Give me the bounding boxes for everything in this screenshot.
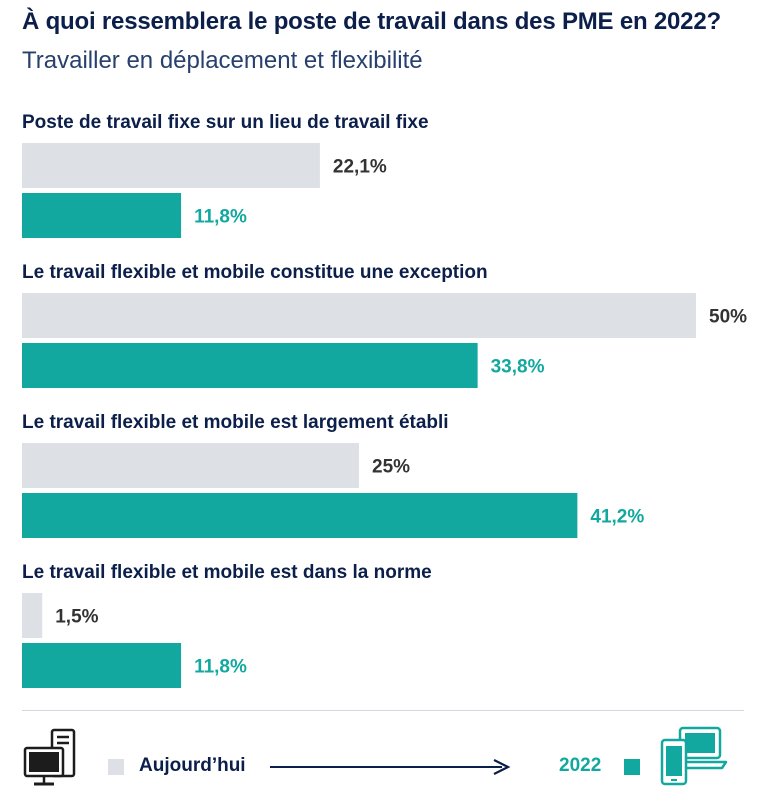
category-label: Le travail flexible et mobile est dans l… (22, 562, 432, 583)
legend-today-label: Aujourd’hui (139, 755, 246, 776)
bar-2022 (22, 643, 182, 688)
legend-today-swatch (108, 759, 124, 775)
bar-today (22, 443, 359, 488)
bar-today (22, 143, 320, 188)
data-label: 22,1% (333, 157, 387, 178)
legend-2022-swatch (624, 759, 640, 775)
arrow-right-icon (270, 759, 511, 775)
data-label: 41,2% (590, 507, 644, 528)
bar-today (22, 293, 696, 338)
data-label: 25% (372, 457, 410, 478)
laptop-phone-icon (660, 726, 728, 786)
bar-today (22, 593, 43, 638)
data-label: 50% (709, 307, 747, 328)
bar-2022 (22, 493, 578, 538)
category-label: Le travail flexible et mobile constitue … (22, 262, 488, 283)
category-label: Poste de travail fixe sur un lieu de tra… (22, 112, 429, 133)
data-label: 33,8% (491, 357, 545, 378)
bar-chart: Poste de travail fixe sur un lieu de tra… (22, 112, 747, 688)
bar-2022 (22, 193, 182, 238)
data-label: 11,8% (194, 657, 247, 678)
legend-divider (22, 710, 744, 711)
category-label: Le travail flexible et mobile est largem… (22, 412, 449, 433)
legend-2022-label: 2022 (559, 755, 602, 776)
data-label: 1,5% (55, 607, 98, 628)
desktop-computer-icon (23, 728, 76, 786)
bar-2022 (22, 343, 478, 388)
data-label: 11,8% (194, 207, 247, 228)
chart-title: À quoi ressemblera le poste de travail d… (22, 8, 721, 35)
chart-subtitle: Travailler en déplacement et flexibilité (22, 47, 423, 74)
